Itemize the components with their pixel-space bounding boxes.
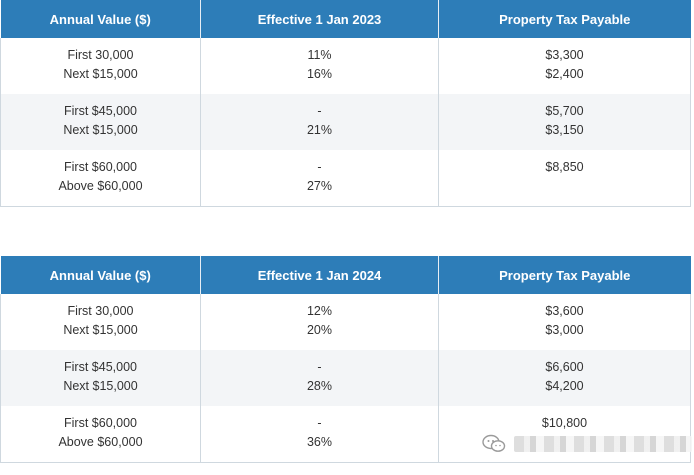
cell-text: First 30,000 <box>67 48 134 62</box>
cell-text: $3,300 <box>545 48 584 62</box>
payable-cell: $8,850 <box>438 150 691 207</box>
watermark-blurred-text <box>514 436 692 452</box>
cell-text: 16% <box>306 67 333 81</box>
table-row: First $45,000 Next $15,000 - 21% $5,700 … <box>0 94 691 150</box>
header-tax-payable: Property Tax Payable <box>438 0 691 38</box>
annual-value-cell: First $60,000 Above $60,000 <box>0 406 201 463</box>
cell-text: 21% <box>306 123 333 137</box>
cell-text: First $45,000 <box>64 104 137 118</box>
cell-text: Next $15,000 <box>63 67 138 81</box>
table-header-row: Annual Value ($) Effective 1 Jan 2023 Pr… <box>0 0 691 38</box>
cell-text: 11% <box>307 48 332 62</box>
rate-cell: - 27% <box>200 150 439 207</box>
wechat-icon <box>482 434 506 452</box>
tax-table-2023: Annual Value ($) Effective 1 Jan 2023 Pr… <box>0 0 691 207</box>
header-effective-date: Effective 1 Jan 2023 <box>200 0 439 38</box>
cell-text: $10,800 <box>541 416 588 430</box>
rate-cell: - 28% <box>200 350 439 406</box>
cell-text: - <box>317 416 322 430</box>
rate-cell: 11% 16% <box>200 38 439 94</box>
table-row: First 30,000 Next $15,000 11% 16% $3,300… <box>0 38 691 94</box>
cell-text: Next $15,000 <box>63 323 138 337</box>
cell-text: Above $60,000 <box>58 435 143 449</box>
payable-cell: $10,800 <box>438 406 691 463</box>
header-tax-payable: Property Tax Payable <box>438 256 691 294</box>
header-effective-date: Effective 1 Jan 2024 <box>200 256 439 294</box>
annual-value-cell: First 30,000 Next $15,000 <box>0 38 201 94</box>
cell-text: 27% <box>306 179 333 193</box>
cell-text: Next $15,000 <box>63 379 138 393</box>
header-annual-value: Annual Value ($) <box>0 0 201 38</box>
tax-table-2024: Annual Value ($) Effective 1 Jan 2024 Pr… <box>0 256 691 463</box>
cell-text: Next $15,000 <box>63 123 138 137</box>
payable-cell: $3,600 $3,000 <box>438 294 691 350</box>
cell-text: 20% <box>306 323 333 337</box>
payable-cell: $5,700 $3,150 <box>438 94 691 150</box>
table-row: First $45,000 Next $15,000 - 28% $6,600 … <box>0 350 691 406</box>
header-annual-value: Annual Value ($) <box>0 256 201 294</box>
cell-text: First $60,000 <box>64 416 137 430</box>
table-header-row: Annual Value ($) Effective 1 Jan 2024 Pr… <box>0 256 691 294</box>
cell-text: 12% <box>306 304 333 318</box>
annual-value-cell: First $45,000 Next $15,000 <box>0 94 201 150</box>
payable-cell: $6,600 $4,200 <box>438 350 691 406</box>
payable-cell: $3,300 $2,400 <box>438 38 691 94</box>
cell-text: $2,400 <box>545 67 584 81</box>
rate-cell: 12% 20% <box>200 294 439 350</box>
cell-text: 36% <box>306 435 333 449</box>
cell-text: $3,600 <box>545 304 584 318</box>
cell-text: $3,150 <box>545 123 584 137</box>
annual-value-cell: First $60,000 Above $60,000 <box>0 150 201 207</box>
cell-text: First $60,000 <box>64 160 137 174</box>
cell-text: $4,200 <box>545 379 584 393</box>
cell-text: $5,700 <box>545 104 584 118</box>
watermark <box>482 430 692 458</box>
cell-text: - <box>317 104 322 118</box>
annual-value-cell: First $45,000 Next $15,000 <box>0 350 201 406</box>
table-row: First $60,000 Above $60,000 - 36% $10,80… <box>0 406 691 463</box>
annual-value-cell: First 30,000 Next $15,000 <box>0 294 201 350</box>
table-row: First $60,000 Above $60,000 - 27% $8,850 <box>0 150 691 207</box>
table-row: First 30,000 Next $15,000 12% 20% $3,600… <box>0 294 691 350</box>
cell-text: 28% <box>306 379 333 393</box>
cell-text: $3,000 <box>545 323 584 337</box>
cell-text: $6,600 <box>545 360 584 374</box>
cell-text: First 30,000 <box>67 304 134 318</box>
rate-cell: - 36% <box>200 406 439 463</box>
cell-text: First $45,000 <box>64 360 137 374</box>
rate-cell: - 21% <box>200 94 439 150</box>
cell-text: Above $60,000 <box>58 179 143 193</box>
cell-text: $8,850 <box>545 160 584 174</box>
cell-text: - <box>317 360 322 374</box>
cell-text: - <box>317 160 322 174</box>
